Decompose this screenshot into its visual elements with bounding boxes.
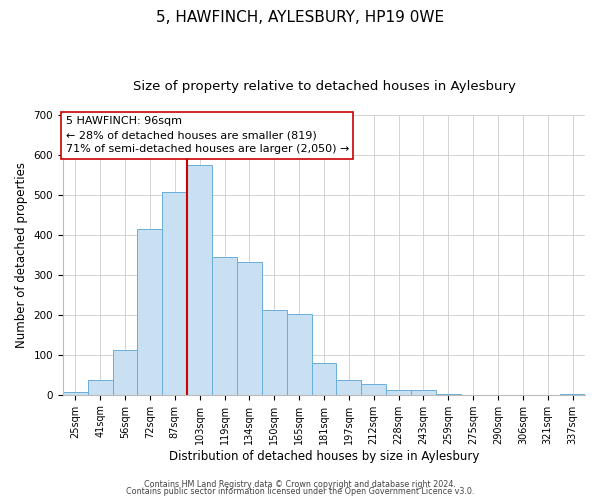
Bar [163,192,187,394]
Bar [262,310,287,394]
Bar [88,380,113,394]
Bar [386,390,411,394]
Bar [337,380,361,394]
Bar [411,390,436,394]
Bar [237,262,262,394]
Bar [361,384,386,394]
Bar [113,350,137,395]
Bar [137,229,163,394]
Text: Contains public sector information licensed under the Open Government Licence v3: Contains public sector information licen… [126,487,474,496]
Text: 5 HAWFINCH: 96sqm
← 28% of detached houses are smaller (819)
71% of semi-detache: 5 HAWFINCH: 96sqm ← 28% of detached hous… [65,116,349,154]
X-axis label: Distribution of detached houses by size in Aylesbury: Distribution of detached houses by size … [169,450,479,462]
Title: Size of property relative to detached houses in Aylesbury: Size of property relative to detached ho… [133,80,515,93]
Bar [311,363,337,394]
Y-axis label: Number of detached properties: Number of detached properties [15,162,28,348]
Bar [212,257,237,394]
Text: 5, HAWFINCH, AYLESBURY, HP19 0WE: 5, HAWFINCH, AYLESBURY, HP19 0WE [156,10,444,25]
Text: Contains HM Land Registry data © Crown copyright and database right 2024.: Contains HM Land Registry data © Crown c… [144,480,456,489]
Bar [187,165,212,394]
Bar [287,314,311,394]
Bar [63,392,88,394]
